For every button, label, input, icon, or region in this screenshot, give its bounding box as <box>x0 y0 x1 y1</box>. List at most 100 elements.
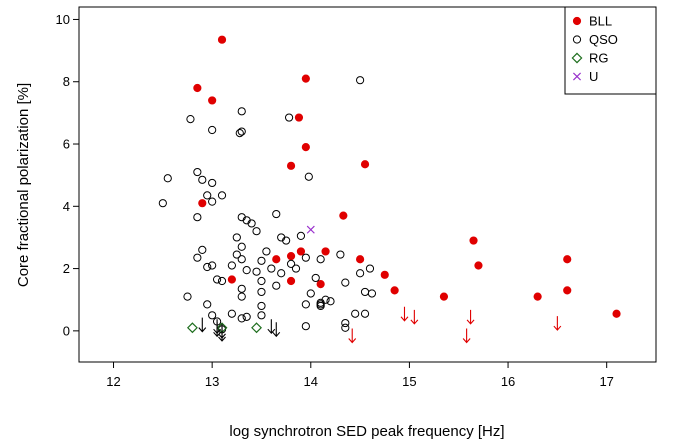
legend-marker-bll <box>572 16 582 26</box>
data-point <box>286 259 296 269</box>
data-point <box>183 292 192 301</box>
upper-limit-arrow <box>400 306 409 322</box>
data-point <box>198 199 207 208</box>
legend: BLL QSO RG U <box>564 6 657 95</box>
y-tick-label: 0 <box>63 323 70 338</box>
plot-points <box>158 35 621 344</box>
y-axis: 0 2 4 6 8 10 <box>56 12 79 338</box>
data-point <box>235 129 244 138</box>
data-point <box>272 255 281 264</box>
data-point <box>237 107 246 116</box>
data-point <box>321 247 330 256</box>
data-point <box>257 311 266 320</box>
data-point <box>356 255 365 264</box>
data-point <box>563 255 572 264</box>
y-tick-label: 6 <box>63 137 70 152</box>
data-point <box>237 127 246 136</box>
data-point <box>390 286 399 295</box>
y-tick-label: 4 <box>63 199 70 214</box>
data-point <box>326 297 335 306</box>
data-point <box>306 289 315 298</box>
data-point <box>237 292 246 301</box>
data-point <box>612 309 621 318</box>
data-point <box>286 276 296 286</box>
data-point <box>232 250 241 259</box>
data-point <box>186 322 198 334</box>
data-point <box>301 143 310 152</box>
data-point <box>282 236 291 245</box>
legend-label-qso: QSO <box>589 32 618 47</box>
data-point <box>198 245 207 254</box>
data-point <box>257 276 266 286</box>
data-point <box>533 292 542 301</box>
plot-frame <box>78 6 657 363</box>
data-point <box>469 236 478 245</box>
data-point <box>311 273 320 283</box>
data-point <box>193 253 202 262</box>
upper-limit-arrow <box>466 309 475 325</box>
data-point <box>257 301 266 311</box>
x-axis: 12 13 14 15 16 17 <box>106 362 614 389</box>
data-point <box>217 276 227 286</box>
series-bll <box>193 35 621 318</box>
data-point <box>301 74 310 83</box>
data-point <box>208 178 217 188</box>
data-point <box>339 211 348 220</box>
data-point <box>217 35 227 44</box>
data-point <box>242 266 251 275</box>
data-point <box>316 280 325 289</box>
data-point <box>294 113 304 122</box>
data-point <box>563 286 572 295</box>
data-point <box>237 242 246 251</box>
data-point <box>158 199 167 208</box>
data-point <box>341 323 350 332</box>
data-point <box>301 253 310 262</box>
data-point <box>296 247 306 256</box>
data-point <box>316 301 325 311</box>
data-point <box>203 300 212 309</box>
data-point <box>277 269 286 278</box>
data-point <box>272 209 281 219</box>
data-point <box>193 83 202 93</box>
data-point <box>356 269 365 278</box>
upper-limit-arrow <box>267 319 276 335</box>
data-point <box>439 292 449 301</box>
upper-limit-arrow <box>213 322 221 338</box>
data-point <box>284 113 294 122</box>
data-point <box>198 175 207 184</box>
data-point <box>380 270 389 279</box>
data-point <box>193 167 202 177</box>
data-point <box>237 314 246 323</box>
data-point <box>291 264 301 273</box>
data-point <box>286 161 296 170</box>
legend-marker-rg <box>571 52 583 64</box>
data-point <box>186 115 195 124</box>
upper-limit-group <box>348 306 562 344</box>
data-point <box>208 125 217 135</box>
data-point <box>212 275 222 284</box>
data-point <box>474 261 483 270</box>
legend-label-bll: BLL <box>589 14 612 29</box>
legend-marker-qso <box>572 35 582 44</box>
legend-label-rg: RG <box>589 51 609 66</box>
upper-limit-arrow <box>218 326 226 342</box>
upper-limit-arrow <box>410 309 419 325</box>
data-point <box>208 311 217 320</box>
data-point <box>272 281 281 290</box>
data-point <box>203 262 212 272</box>
data-point <box>163 174 172 183</box>
y-tick-label: 2 <box>63 261 70 276</box>
data-point <box>356 76 365 85</box>
data-point <box>257 287 266 297</box>
data-point <box>267 264 276 273</box>
data-point <box>203 191 212 200</box>
data-point <box>351 309 360 318</box>
data-point <box>251 322 262 334</box>
data-point <box>237 284 246 293</box>
data-point <box>232 233 241 242</box>
data-point <box>306 225 315 234</box>
x-axis-label: log synchrotron SED peak frequency [Hz] <box>229 423 504 440</box>
data-point <box>360 309 370 318</box>
data-point <box>341 278 350 287</box>
